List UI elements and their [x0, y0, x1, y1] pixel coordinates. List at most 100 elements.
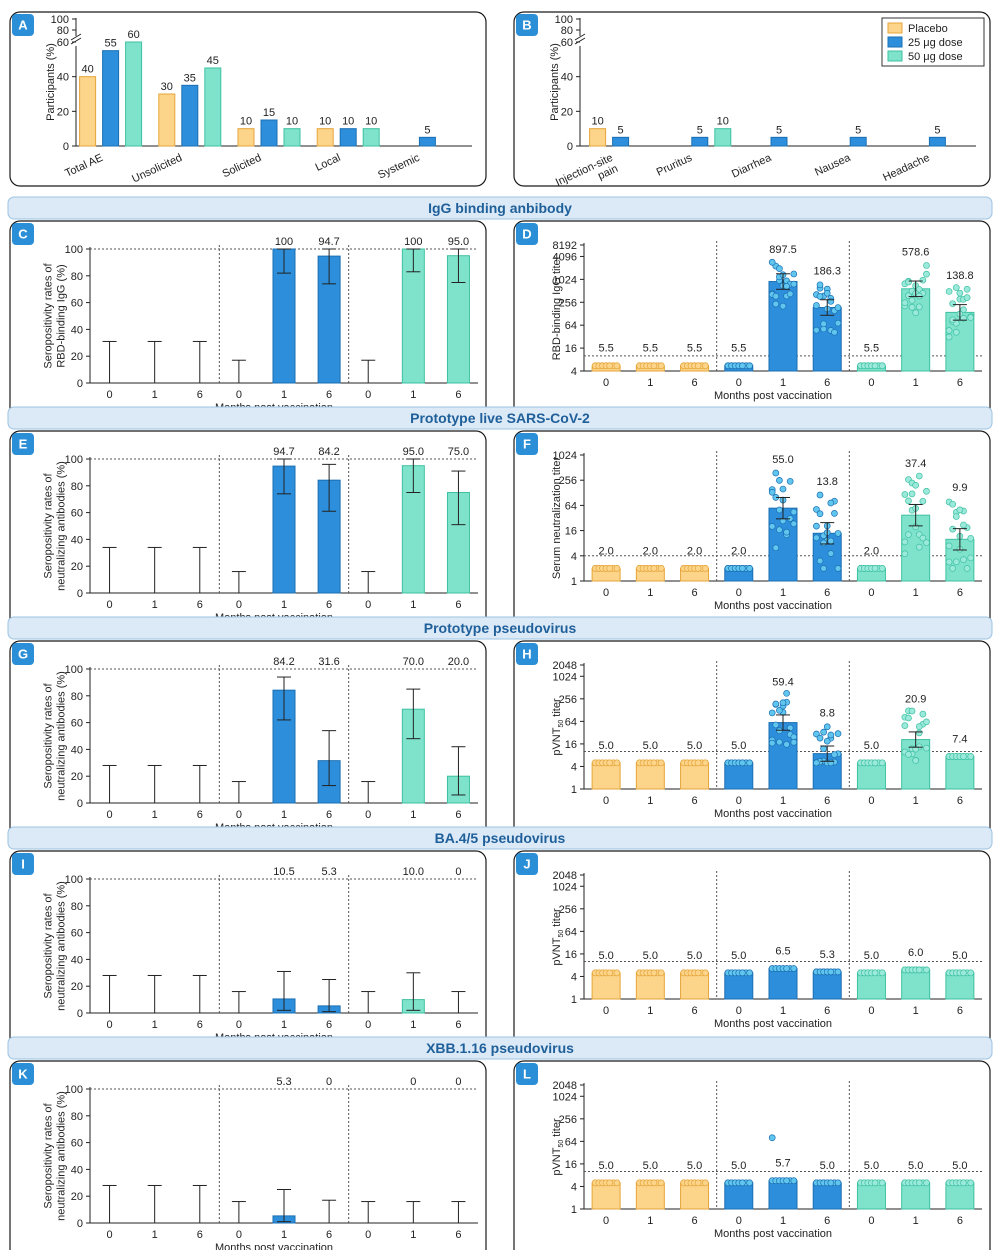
bar-value-label: 20.9 [905, 693, 926, 705]
x-tick-label: 6 [957, 795, 963, 807]
data-point [650, 969, 658, 977]
x-tick-label: 6 [326, 809, 332, 821]
x-tick-label: 1 [647, 377, 653, 389]
data-point [960, 753, 967, 760]
y-tick-label: 0 [77, 588, 83, 600]
bar [849, 136, 867, 147]
x-tick-label: 1 [410, 809, 416, 821]
y-tick-label: 100 [65, 454, 83, 466]
data-point [923, 262, 930, 269]
x-tick-label: 6 [957, 1215, 963, 1227]
bar [770, 136, 788, 147]
data-point [945, 288, 953, 295]
bar-value-label: 5.7 [775, 1158, 790, 1170]
y-tick-label: 4 [571, 761, 577, 773]
y-tick-label: 4096 [553, 251, 577, 263]
bar [856, 1182, 886, 1210]
x-tick-label: 0 [603, 1215, 609, 1227]
panel-badge [12, 643, 34, 665]
data-point [915, 723, 923, 730]
data-point [650, 362, 658, 370]
bar [856, 972, 886, 1000]
x-tick-label: 6 [957, 1005, 963, 1017]
x-tick-label: 6 [957, 587, 963, 599]
y-tick-label: 80 [71, 901, 83, 913]
bar-value-label: 7.4 [952, 733, 967, 745]
data-point [878, 362, 886, 370]
data-point [908, 707, 916, 715]
data-point [823, 723, 831, 731]
data-point [783, 528, 790, 536]
data-point [702, 969, 709, 977]
data-point [871, 362, 879, 370]
data-point [816, 510, 824, 518]
x-tick-label: 0 [365, 1229, 371, 1241]
y-tick-label: 8192 [553, 240, 577, 252]
section-band [7, 1036, 993, 1060]
bar-value-label: 5.0 [864, 950, 879, 962]
x-tick-label: 1 [913, 587, 919, 599]
bar [680, 972, 710, 1000]
bar-value-label: 10.5 [273, 866, 294, 878]
x-tick-label: 0 [603, 377, 609, 389]
y-tick-label: 16 [565, 739, 577, 751]
data-point [776, 506, 783, 514]
data-point [772, 544, 780, 552]
data-point [650, 759, 658, 767]
x-tick-label: 6 [824, 1215, 830, 1227]
bar-value-label: 186.3 [813, 265, 841, 277]
data-point [949, 565, 957, 572]
x-tick-label: 1 [780, 377, 786, 389]
y-axis-label: pVNT50 titer [551, 698, 565, 756]
bar-value-label: 0 [326, 1076, 332, 1088]
data-point [945, 542, 953, 550]
y-tick-label: 64 [565, 500, 577, 512]
data-point [905, 278, 912, 286]
data-point [772, 469, 780, 477]
legend-label: 50 μg dose [908, 51, 963, 63]
data-point [739, 565, 746, 572]
y-tick-label: 1 [571, 994, 577, 1006]
bar-value-label: 10 [717, 116, 729, 128]
bar-value-label: 5.5 [598, 343, 613, 355]
data-point [650, 1179, 658, 1187]
y-tick-label: 60 [71, 508, 83, 520]
data-point [905, 497, 912, 505]
data-point [606, 759, 614, 767]
data-point [923, 718, 930, 726]
y-tick-label: 40 [71, 954, 83, 966]
x-tick-label: 1 [281, 389, 287, 401]
y-axis-label: Seropositivity rates ofneutralizing anti… [43, 881, 68, 1011]
bar-value-label: 5.0 [908, 1160, 923, 1172]
bar-value-label: 75.0 [448, 446, 469, 458]
y-axis-label: Seropositivity rates ofneutralizing anti… [43, 1091, 68, 1221]
data-point [739, 362, 746, 370]
data-point [772, 300, 780, 308]
bar-value-label: 5 [776, 124, 782, 136]
x-tick-label: 1 [913, 1005, 919, 1017]
y-tick-label: 4 [571, 551, 577, 563]
y-tick-label: 1024 [553, 671, 577, 683]
y-tick-label: 16 [565, 1159, 577, 1171]
x-tick-label: 1 [647, 587, 653, 599]
bar-value-label: 6.0 [908, 947, 923, 959]
x-tick-label: 6 [691, 1215, 697, 1227]
y-tick-label: 40 [57, 72, 69, 84]
data-point [768, 488, 776, 496]
data-point [960, 556, 967, 564]
y-tick-label: 256 [559, 904, 577, 916]
data-point [834, 530, 842, 537]
panel-letter: F [523, 437, 531, 452]
x-tick-label: 1 [647, 1005, 653, 1017]
x-tick-label: 0 [736, 377, 742, 389]
bar-value-label: 5.3 [321, 866, 336, 878]
bar-value-label: 5 [697, 124, 703, 136]
bar [724, 762, 754, 790]
x-tick-label: 6 [197, 599, 203, 611]
bar-value-label: 100 [275, 236, 293, 248]
data-point [790, 508, 798, 516]
y-tick-label: 0 [77, 1008, 83, 1020]
bar [339, 128, 357, 147]
panel-badge [516, 223, 538, 245]
data-point [694, 969, 702, 977]
